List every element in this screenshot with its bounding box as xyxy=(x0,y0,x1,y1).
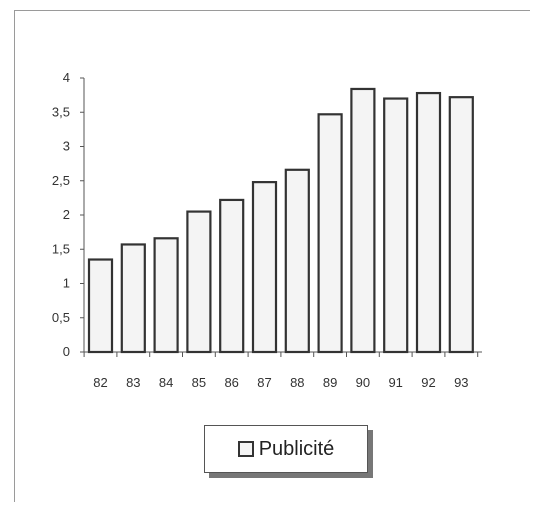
y-tick-label: 3 xyxy=(63,139,70,154)
x-tick-label: 91 xyxy=(388,375,402,390)
bar xyxy=(120,243,146,354)
bar xyxy=(153,237,179,354)
bar xyxy=(284,168,310,354)
y-tick-label: 0 xyxy=(63,344,70,359)
x-tick-label: 85 xyxy=(192,375,206,390)
y-tick-label: 1 xyxy=(63,276,70,291)
bar xyxy=(415,91,442,354)
x-tick-label: 82 xyxy=(93,375,107,390)
x-tick-label: 92 xyxy=(421,375,435,390)
x-tick-label: 90 xyxy=(356,375,370,390)
x-tick-label: 88 xyxy=(290,375,304,390)
bar xyxy=(186,210,212,354)
y-tick-label: 2,5 xyxy=(52,173,70,188)
y-tick-label: 2 xyxy=(63,207,70,222)
bar xyxy=(87,258,114,354)
x-tick-label: 93 xyxy=(454,375,468,390)
bar xyxy=(219,198,245,354)
bar xyxy=(350,87,376,354)
y-tick-label: 4 xyxy=(63,70,70,85)
y-tick-label: 3,5 xyxy=(52,104,70,119)
bar xyxy=(317,113,343,354)
y-tick-label: 1,5 xyxy=(52,241,70,256)
legend-swatch xyxy=(237,441,254,457)
chart-frame xyxy=(14,10,530,502)
bar xyxy=(383,97,409,354)
legend: Publicité xyxy=(204,425,368,473)
bar xyxy=(251,181,278,354)
x-tick-label: 89 xyxy=(323,375,337,390)
x-tick-label: 86 xyxy=(224,375,238,390)
legend-label: Publicité xyxy=(258,437,335,460)
x-tick-label: 87 xyxy=(257,375,271,390)
x-tick-label: 83 xyxy=(126,375,140,390)
bar xyxy=(448,96,474,354)
x-tick-label: 84 xyxy=(159,375,173,390)
y-tick-label: 0,5 xyxy=(52,310,70,325)
